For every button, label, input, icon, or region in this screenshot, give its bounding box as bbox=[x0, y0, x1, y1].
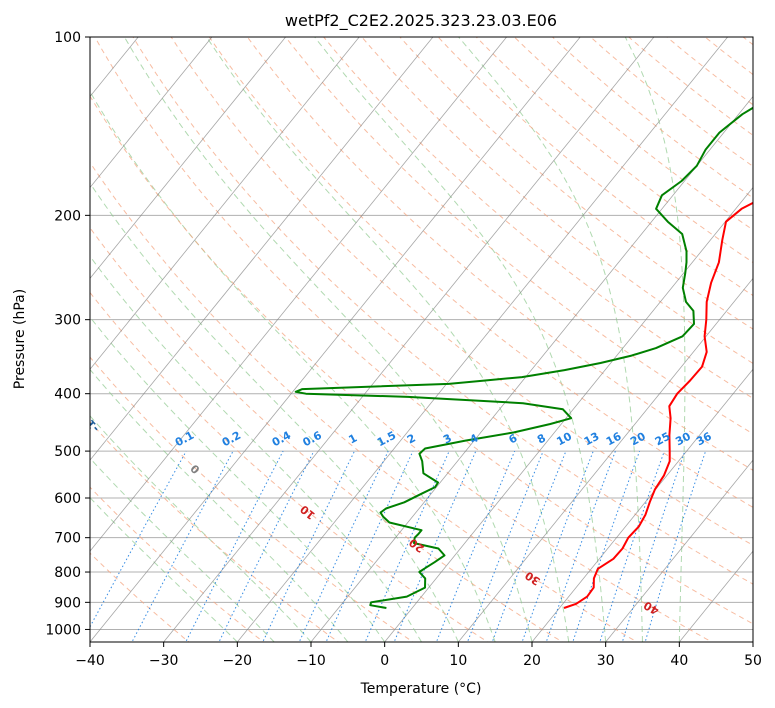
dry-adiabat bbox=[90, 161, 639, 642]
moist-adiabat bbox=[458, 37, 643, 642]
y-tick-label: 800 bbox=[54, 565, 81, 581]
isotherm bbox=[90, 37, 287, 280]
mixing-ratio-label: 10 bbox=[554, 430, 574, 449]
x-tick-label: 0 bbox=[380, 653, 389, 669]
moist-adiabat bbox=[624, 37, 686, 642]
moist-adiabat bbox=[123, 37, 533, 642]
dry-adiabat bbox=[361, 37, 753, 365]
mixing-ratio-line bbox=[131, 450, 234, 642]
mixing-ratio-label: 30 bbox=[673, 430, 693, 449]
x-tick-label: 40 bbox=[670, 653, 688, 669]
x-axis-label: Temperature (°C) bbox=[360, 681, 482, 697]
mixing-ratio-line bbox=[262, 450, 355, 642]
moist-adiabat bbox=[90, 457, 275, 642]
mixing-ratio-line bbox=[491, 450, 567, 642]
dry-adiabat-label: -10 bbox=[79, 411, 102, 435]
y-tick-label: 500 bbox=[54, 444, 81, 460]
y-axis: 1000 900 800 700 600 500 400 300 200 100 bbox=[45, 30, 90, 638]
moist-adiabat bbox=[90, 316, 386, 642]
moist-adiabats bbox=[90, 37, 686, 642]
x-tick-label: 10 bbox=[449, 653, 467, 669]
isotherm bbox=[90, 37, 360, 370]
x-tick-label: 30 bbox=[597, 653, 615, 669]
plot-frame bbox=[89, 36, 754, 643]
x-tick-label: −10 bbox=[296, 653, 326, 669]
dry-adiabat bbox=[132, 37, 753, 585]
isotherm bbox=[457, 277, 753, 642]
dewpoint-profile-line bbox=[294, 106, 753, 609]
sounding-profiles bbox=[294, 106, 753, 609]
isotherm bbox=[384, 186, 753, 642]
isotherm bbox=[90, 37, 213, 189]
y-tick-label: 400 bbox=[54, 387, 81, 403]
mixing-ratio-line bbox=[621, 450, 686, 642]
mixing-ratio-label: 25 bbox=[653, 430, 673, 449]
temperature-profile-line bbox=[563, 201, 753, 609]
plot-area: -100-90-80-70-60-50-40-30-20-10010203040… bbox=[79, 37, 753, 642]
y-tick-label: 100 bbox=[54, 30, 81, 46]
mixing-ratio-line bbox=[298, 450, 389, 642]
mixing-ratio-label: 20 bbox=[628, 430, 648, 449]
mixing-ratio-label: 36 bbox=[694, 430, 714, 449]
dry-adiabat bbox=[90, 227, 564, 642]
isotherm bbox=[236, 37, 729, 642]
x-tick-label: −40 bbox=[75, 653, 105, 669]
dry-adiabat bbox=[90, 552, 190, 642]
moist-adiabat bbox=[206, 37, 570, 642]
isotherm bbox=[90, 37, 508, 552]
y-tick-label: 1000 bbox=[45, 622, 81, 638]
y-axis-label: Pressure (hPa) bbox=[12, 289, 28, 389]
mixing-ratio-line bbox=[185, 450, 284, 642]
isotherm bbox=[90, 37, 581, 642]
isotherm bbox=[163, 37, 655, 642]
moist-adiabat bbox=[90, 368, 349, 642]
isotherm bbox=[531, 368, 753, 642]
dry-adiabat bbox=[90, 291, 489, 642]
y-tick-label: 600 bbox=[54, 491, 81, 507]
y-tick-label: 700 bbox=[54, 531, 81, 547]
dry-adiabat bbox=[437, 37, 753, 297]
dry-adiabat bbox=[246, 37, 753, 471]
isotherm bbox=[310, 95, 753, 642]
mixing-ratio-line bbox=[435, 450, 516, 642]
mixing-ratio-line bbox=[466, 450, 544, 642]
mixing-ratio-line bbox=[599, 450, 665, 642]
dry-adiabat bbox=[208, 37, 753, 508]
x-tick-label: −30 bbox=[149, 653, 179, 669]
mixing-ratio-label: 16 bbox=[604, 430, 624, 449]
mixing-ratio-label: 13 bbox=[582, 430, 602, 449]
mixing-ratio-lines bbox=[90, 450, 707, 642]
moist-adiabat bbox=[314, 37, 607, 642]
x-tick-label: 50 bbox=[744, 653, 762, 669]
moist-adiabat bbox=[90, 90, 496, 642]
x-tick-label: 20 bbox=[523, 653, 541, 669]
x-tick-label: −20 bbox=[223, 653, 253, 669]
x-axis: −40 −30 −20 −10 0 10 20 30 40 50 bbox=[75, 642, 762, 669]
isotherms bbox=[90, 37, 753, 642]
dry-adiabat bbox=[90, 421, 340, 642]
y-tick-label: 900 bbox=[54, 595, 81, 611]
y-tick-label: 200 bbox=[54, 208, 81, 224]
isotherm bbox=[605, 459, 753, 642]
isotherm bbox=[90, 37, 434, 461]
mixing-ratio-line bbox=[521, 450, 594, 642]
mixing-ratio-line bbox=[545, 450, 616, 642]
mixing-ratio-line bbox=[644, 450, 707, 642]
y-tick-label: 300 bbox=[54, 313, 81, 329]
moist-adiabat bbox=[90, 496, 238, 642]
chart-title: wetPf2_C2E2.2025.323.23.03.E06 bbox=[285, 11, 557, 31]
mixing-ratio-line bbox=[572, 450, 641, 642]
dry-adiabat bbox=[323, 37, 753, 399]
dry-adiabat bbox=[90, 95, 713, 642]
